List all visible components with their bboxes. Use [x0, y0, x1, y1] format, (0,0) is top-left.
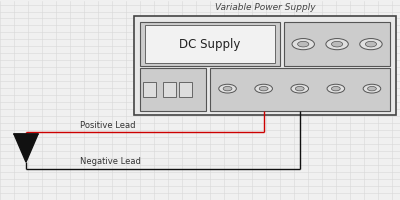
FancyBboxPatch shape	[140, 68, 206, 111]
FancyBboxPatch shape	[163, 82, 176, 97]
Circle shape	[219, 84, 236, 93]
Circle shape	[368, 86, 376, 91]
Polygon shape	[14, 134, 38, 162]
FancyBboxPatch shape	[143, 82, 156, 97]
Circle shape	[360, 39, 382, 50]
Text: DC Supply: DC Supply	[179, 38, 241, 51]
FancyBboxPatch shape	[134, 16, 396, 115]
Circle shape	[363, 84, 381, 93]
FancyBboxPatch shape	[140, 22, 280, 66]
FancyBboxPatch shape	[145, 25, 275, 63]
Circle shape	[327, 84, 345, 93]
Circle shape	[291, 84, 308, 93]
Circle shape	[326, 39, 348, 50]
Text: Variable Power Supply: Variable Power Supply	[215, 3, 315, 12]
Circle shape	[255, 84, 272, 93]
Text: Positive Lead: Positive Lead	[80, 121, 136, 130]
Text: Negative Lead: Negative Lead	[80, 157, 141, 166]
FancyBboxPatch shape	[284, 22, 390, 66]
Circle shape	[298, 41, 309, 47]
Circle shape	[259, 86, 268, 91]
Circle shape	[295, 86, 304, 91]
Circle shape	[365, 41, 376, 47]
Circle shape	[292, 39, 314, 50]
FancyBboxPatch shape	[179, 82, 192, 97]
Circle shape	[332, 86, 340, 91]
Circle shape	[332, 41, 343, 47]
FancyBboxPatch shape	[210, 68, 390, 111]
Circle shape	[223, 86, 232, 91]
